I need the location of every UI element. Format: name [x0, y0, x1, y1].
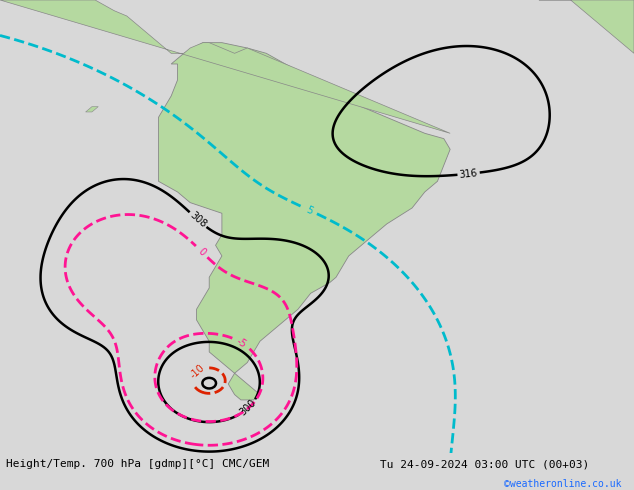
Polygon shape — [86, 107, 98, 112]
Polygon shape — [539, 0, 634, 53]
Text: -10: -10 — [188, 363, 207, 381]
Text: -5: -5 — [235, 336, 249, 350]
Polygon shape — [158, 43, 450, 400]
Text: 5: 5 — [304, 204, 314, 216]
Text: 0: 0 — [196, 246, 207, 257]
Text: 316: 316 — [459, 168, 478, 180]
Text: ©weatheronline.co.uk: ©weatheronline.co.uk — [504, 480, 621, 490]
Text: Height/Temp. 700 hPa [gdmp][°C] CMC/GEM: Height/Temp. 700 hPa [gdmp][°C] CMC/GEM — [6, 459, 269, 469]
Text: 308: 308 — [188, 210, 208, 230]
Text: 300: 300 — [238, 398, 258, 418]
Text: Tu 24-09-2024 03:00 UTC (00+03): Tu 24-09-2024 03:00 UTC (00+03) — [380, 459, 590, 469]
Polygon shape — [0, 0, 450, 133]
